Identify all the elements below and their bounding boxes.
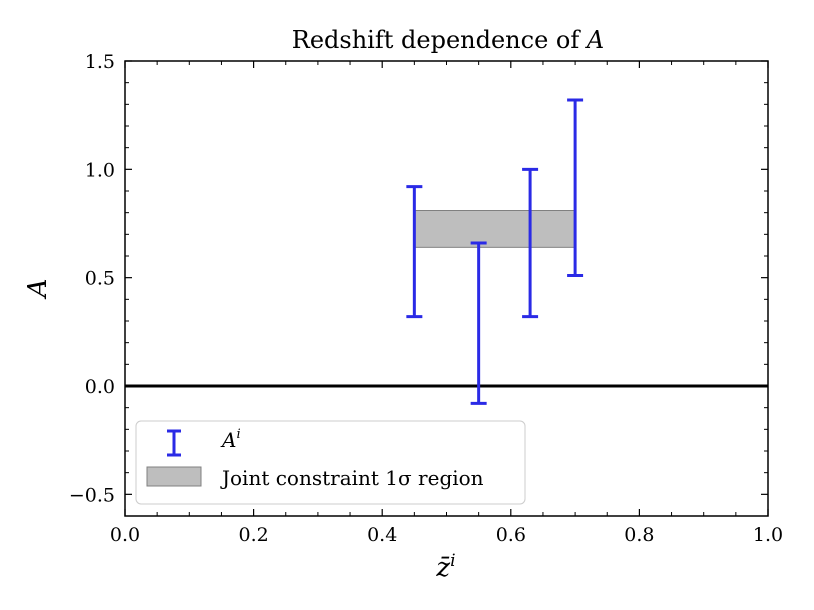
y-tick-label-2: 0.5 <box>85 268 115 290</box>
errorbar-2 <box>522 167 539 319</box>
joint-constraint-band <box>413 210 576 248</box>
x-tick-label-3: 0.6 <box>496 524 526 546</box>
x-tick-label-4: 0.8 <box>624 524 654 546</box>
axes-frame <box>124 60 769 517</box>
errorbar-0 <box>406 185 423 319</box>
x-tick-label-0: 0.0 <box>110 524 140 546</box>
legend-band-swatch <box>146 466 202 487</box>
y-axis-label: A <box>23 279 53 300</box>
legend-errorbar-swatch <box>167 429 181 457</box>
tick-labels: 0.0 0.2 0.4 0.6 0.8 1.0 −0.5 0.0 0.5 1.0 1.5 <box>69 51 783 546</box>
legend-box <box>135 420 526 505</box>
x-tick-label-5: 1.0 <box>753 524 783 546</box>
errorbar-layer <box>406 98 584 405</box>
y-tick-label-3: 1.0 <box>85 159 115 181</box>
y-tick-label-1: 0.0 <box>85 376 115 398</box>
band-layer <box>413 210 576 248</box>
chart-title: Redshift dependence of A <box>292 26 604 54</box>
x-tick-label-2: 0.4 <box>367 524 397 546</box>
x-tick-label-1: 0.2 <box>238 524 268 546</box>
errorbar-3 <box>567 98 584 277</box>
x-axis-label: z̄i <box>435 551 455 583</box>
legend-label-ai: Ai <box>220 427 241 452</box>
errorbar-1 <box>470 241 487 405</box>
legend-label-band: Joint constraint 1σ region <box>220 466 484 490</box>
y-tick-label-0: −0.5 <box>69 484 115 506</box>
legend: Ai Joint constraint 1σ region <box>135 420 526 505</box>
y-tick-label-4: 1.5 <box>85 51 115 73</box>
